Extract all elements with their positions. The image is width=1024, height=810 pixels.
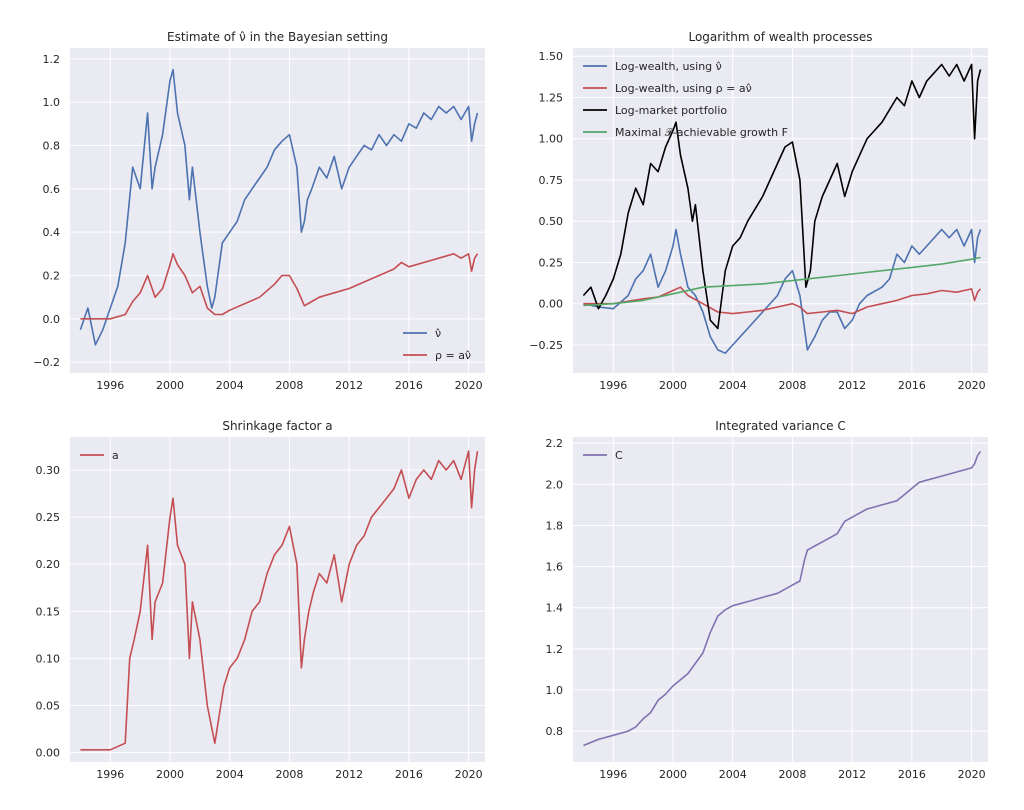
- series-line-1: [583, 450, 982, 747]
- series-line-4: [583, 256, 981, 307]
- y-tick-label: 0.6: [43, 183, 61, 196]
- y-tick-label: 0.15: [36, 605, 61, 618]
- series-line-2: [583, 286, 982, 315]
- y-tick-label: 0.25: [36, 511, 61, 524]
- chart-title: Integrated variance C: [715, 419, 846, 433]
- x-tick-label: 2004: [216, 768, 244, 781]
- x-tick-label: 2012: [838, 379, 866, 392]
- chart-panel-1: 1996 2000 2004 2008 2012 2016 2020 −0.2 0.0 0.2 0.…: [33, 30, 485, 392]
- y-tick-label: 0.4: [43, 226, 61, 239]
- chart-title: Logarithm of wealth processes: [688, 30, 872, 44]
- x-tick-label: 2012: [838, 768, 866, 781]
- y-tick-label: 0.00: [539, 298, 564, 311]
- x-tick-label: 2000: [156, 768, 184, 781]
- x-tick-label: 2008: [275, 768, 303, 781]
- x-tick-label: 1996: [599, 768, 627, 781]
- y-tick-label: 0.8: [43, 140, 61, 153]
- y-tick-label: 1.25: [539, 91, 564, 104]
- legend-label: a: [112, 449, 119, 462]
- y-tick-label: 0.30: [36, 464, 61, 477]
- series-line-1: [79, 68, 479, 346]
- y-tick-label: 0.25: [539, 256, 564, 269]
- chart-panel-4: 1996 2000 2004 2008 2012 2016 2020 0.8 1.0 1.2 1.4…: [546, 419, 988, 781]
- series-line-1: [583, 228, 982, 355]
- y-tick-label: 1.50: [539, 50, 564, 63]
- plot-area: [70, 437, 485, 762]
- x-tick-label: 2020: [455, 379, 483, 392]
- x-tick-label: 2020: [958, 379, 986, 392]
- chart-panel-3: 1996 2000 2004 2008 2012 2016 2020 0.00 0.05 0.10…: [36, 419, 485, 781]
- legend: a: [80, 449, 119, 462]
- legend: Log-wealth, using ν̂ Log-wealth, using ρ …: [583, 60, 788, 139]
- legend: ν̂ ρ = aν̂: [403, 327, 471, 362]
- y-tick-label: 0.50: [539, 215, 564, 228]
- y-tick-label: 1.4: [546, 602, 564, 615]
- chart-title: Estimate of ν̂ in the Bayesian setting: [167, 30, 388, 44]
- legend-label: ν̂: [435, 327, 441, 340]
- y-tick-label: 0.8: [546, 725, 564, 738]
- x-tick-label: 1996: [96, 379, 124, 392]
- legend: C: [583, 449, 623, 462]
- x-tick-label: 2000: [156, 379, 184, 392]
- x-tick-label: 2004: [719, 379, 747, 392]
- y-tick-label: 1.0: [546, 684, 564, 697]
- legend-label: ρ = aν̂: [435, 349, 471, 362]
- y-tick-label: 0.00: [36, 747, 61, 760]
- plot-area: [70, 48, 485, 373]
- x-tick-label: 2012: [335, 768, 363, 781]
- x-tick-label: 1996: [96, 768, 124, 781]
- x-tick-label: 2016: [898, 768, 926, 781]
- series-line-2: [80, 253, 479, 320]
- x-tick-label: 2020: [455, 768, 483, 781]
- y-tick-label: 0.20: [36, 558, 61, 571]
- series-line-1: [80, 450, 479, 751]
- y-tick-label: 1.00: [539, 133, 564, 146]
- series-line-3: [582, 63, 982, 330]
- x-tick-label: 2016: [898, 379, 926, 392]
- x-tick-label: 2000: [659, 379, 687, 392]
- x-tick-label: 2012: [335, 379, 363, 392]
- y-tick-label: 2.0: [546, 478, 564, 491]
- x-tick-label: 2004: [719, 768, 747, 781]
- y-tick-label: 1.6: [546, 561, 564, 574]
- y-tick-label: 1.0: [43, 96, 61, 109]
- y-tick-label: 0.75: [539, 174, 564, 187]
- chart-title: Shrinkage factor a: [222, 419, 332, 433]
- x-tick-label: 1996: [599, 379, 627, 392]
- x-tick-label: 2016: [395, 768, 423, 781]
- x-tick-label: 2016: [395, 379, 423, 392]
- x-tick-label: 2008: [778, 379, 806, 392]
- legend-label: Log-wealth, using ρ = aν̂: [615, 82, 752, 95]
- x-tick-label: 2008: [778, 768, 806, 781]
- y-tick-label: 2.2: [546, 437, 564, 450]
- x-tick-label: 2020: [958, 768, 986, 781]
- plot-area: [573, 437, 988, 762]
- y-tick-label: 0.0: [43, 313, 61, 326]
- plot-area: [573, 48, 988, 373]
- y-tick-label: −0.25: [529, 339, 563, 352]
- x-tick-label: 2000: [659, 768, 687, 781]
- y-tick-label: 1.8: [546, 519, 564, 532]
- y-tick-label: 1.2: [43, 53, 61, 66]
- legend-label: C: [615, 449, 623, 462]
- x-tick-label: 2004: [216, 379, 244, 392]
- y-tick-label: 1.2: [546, 643, 564, 656]
- y-tick-label: −0.2: [33, 356, 60, 369]
- chart-panel-2: 1996 2000 2004 2008 2012 2016 2020 −0.25 0.00 0.2…: [529, 30, 988, 392]
- x-tick-label: 2008: [275, 379, 303, 392]
- y-tick-label: 0.10: [36, 652, 61, 665]
- y-tick-label: 0.2: [43, 270, 61, 283]
- legend-label: Log-market portfolio: [615, 104, 727, 117]
- legend-label: Maximal 𝒫-achievable growth F: [615, 126, 788, 139]
- legend-label: Log-wealth, using ν̂: [615, 60, 722, 73]
- y-tick-label: 0.05: [36, 699, 61, 712]
